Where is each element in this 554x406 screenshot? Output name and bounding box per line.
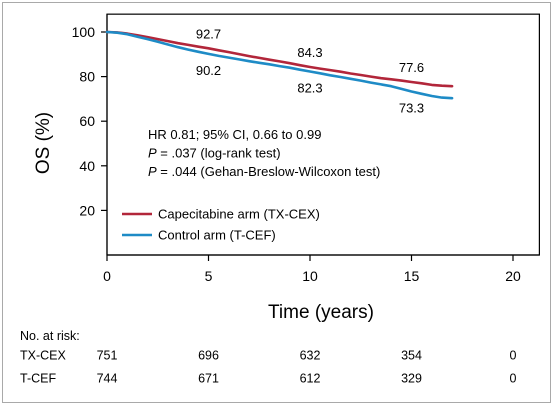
legend: Capecitabine arm (TX-CEX) Control arm (T-… bbox=[122, 207, 320, 243]
legend-label: Capecitabine arm (TX-CEX) bbox=[158, 207, 320, 222]
y-tick-label: 20 bbox=[79, 202, 95, 218]
figure-frame bbox=[2, 2, 551, 403]
data-label: 77.6 bbox=[399, 60, 424, 75]
y-tick-label: 100 bbox=[72, 24, 96, 40]
x-tick-label: 20 bbox=[505, 268, 521, 284]
risk-value: 671 bbox=[198, 372, 219, 386]
risk-value: 696 bbox=[198, 349, 219, 363]
y-tick-label: 40 bbox=[79, 158, 95, 174]
stats-text: = .037 (log-rank test) bbox=[157, 146, 281, 161]
x-tick-label: 0 bbox=[103, 268, 111, 284]
y-tick-label: 60 bbox=[79, 113, 95, 129]
risk-value: 0 bbox=[510, 372, 517, 386]
stats-line: P = .044 (Gehan-Breslow-Wilcoxon test) bbox=[148, 164, 380, 179]
risk-row-label: TX-CEX bbox=[20, 349, 67, 363]
risk-table-header: No. at risk: bbox=[20, 329, 80, 343]
risk-value: 329 bbox=[401, 372, 422, 386]
series-line-t-cef bbox=[105, 30, 454, 100]
legend-label: Control arm (T-CEF) bbox=[158, 228, 276, 243]
data-label: 90.2 bbox=[196, 63, 221, 78]
stats-text: HR 0.81; 95% CI, 0.66 to 0.99 bbox=[148, 127, 321, 142]
x-tick-label: 15 bbox=[404, 268, 420, 284]
data-label: 73.3 bbox=[399, 101, 424, 116]
series-line-tx-cex bbox=[105, 30, 454, 88]
x-tick-label: 10 bbox=[302, 268, 318, 284]
data-label: 84.3 bbox=[297, 45, 322, 60]
risk-value: 632 bbox=[300, 349, 321, 363]
x-axis-title: Time (years) bbox=[268, 302, 374, 323]
stats-text: = .044 (Gehan-Breslow-Wilcoxon test) bbox=[157, 164, 381, 179]
stats-italic: P bbox=[148, 146, 157, 161]
data-label: 82.3 bbox=[297, 80, 322, 95]
risk-value: 0 bbox=[510, 349, 517, 363]
risk-value: 612 bbox=[300, 372, 321, 386]
stats-line: HR 0.81; 95% CI, 0.66 to 0.99 bbox=[148, 127, 321, 142]
stats-italic: P bbox=[148, 164, 157, 179]
y-tick-label: 80 bbox=[79, 69, 95, 85]
stats-line: P = .037 (log-rank test) bbox=[148, 146, 281, 161]
risk-value: 744 bbox=[97, 372, 118, 386]
data-label: 92.7 bbox=[196, 26, 221, 41]
risk-row-label: T-CEF bbox=[20, 372, 56, 386]
risk-value: 751 bbox=[97, 349, 118, 363]
x-tick-label: 5 bbox=[205, 268, 213, 284]
risk-value: 354 bbox=[401, 349, 422, 363]
y-axis-title: OS (%) bbox=[33, 112, 54, 174]
